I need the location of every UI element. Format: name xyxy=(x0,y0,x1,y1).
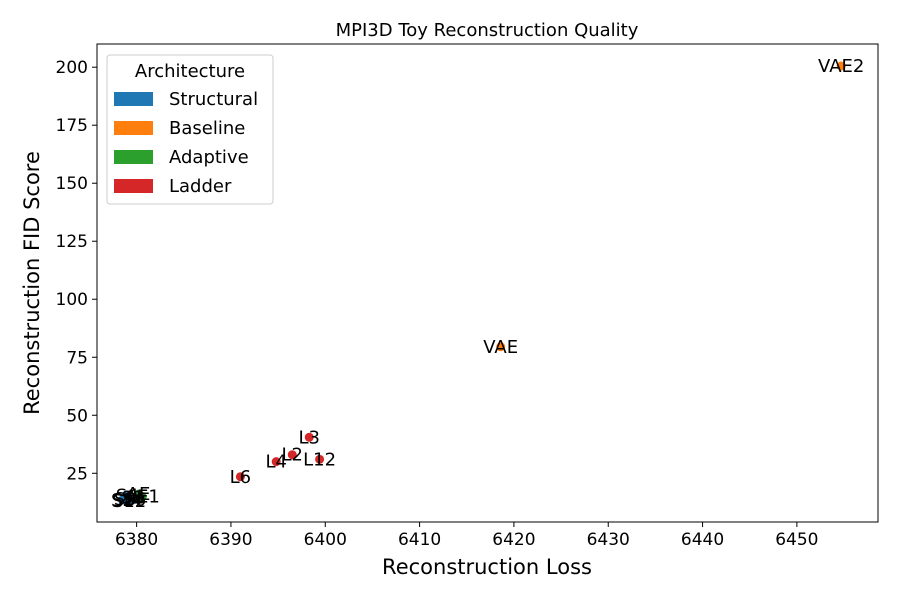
point-label: S3 xyxy=(114,489,137,510)
y-tick-label: 75 xyxy=(66,348,88,368)
legend-swatch xyxy=(114,150,153,164)
x-tick-label: 6410 xyxy=(398,530,441,550)
point-label: L3 xyxy=(298,427,319,448)
point-label: VAE2 xyxy=(818,56,864,77)
x-tick-label: 6390 xyxy=(209,530,252,550)
legend: Architecture Structural Baseline Adaptive La… xyxy=(106,54,274,205)
x-tick-label: 6420 xyxy=(492,530,535,550)
y-tick-label: 25 xyxy=(66,464,88,484)
data-point xyxy=(130,494,140,504)
point-label: S2 xyxy=(111,490,134,511)
x-tick-label: 6450 xyxy=(775,530,818,550)
legend-swatch xyxy=(114,179,153,193)
legend-entry-label: Structural xyxy=(169,89,258,110)
y-axis: 25 50 75 100 125 150 175 200 xyxy=(56,58,97,484)
legend-entry-label: Baseline xyxy=(169,118,245,139)
y-axis-label: Reconstruction FID Score xyxy=(20,151,44,415)
legend-entry-label: Ladder xyxy=(169,176,232,197)
legend-swatch xyxy=(114,92,153,106)
point-label: S12 xyxy=(112,491,146,512)
y-tick-label: 150 xyxy=(56,174,88,194)
point-label: L12 xyxy=(303,449,336,470)
point-label: L6 xyxy=(230,467,251,488)
x-tick-label: 6380 xyxy=(115,530,158,550)
data-point xyxy=(271,457,281,467)
legend-entry-label: Adaptive xyxy=(169,147,249,168)
chart-title: MPI3D Toy Reconstruction Quality xyxy=(336,20,639,41)
point-label: VAE xyxy=(483,337,518,358)
point-label: S6 xyxy=(123,489,146,510)
x-axis-label: Reconstruction Loss xyxy=(382,555,592,579)
data-point xyxy=(304,432,314,442)
point-label: S1 xyxy=(121,488,144,509)
y-tick-label: 50 xyxy=(66,406,88,426)
plot-frame xyxy=(96,43,879,523)
point-label: AE xyxy=(127,484,151,505)
data-point xyxy=(122,490,132,500)
x-axis: 6380 6390 6400 6410 6420 6430 6440 6450 xyxy=(115,522,819,550)
y-tick-label: 100 xyxy=(56,290,88,310)
x-tick-label: 6430 xyxy=(587,530,630,550)
y-tick-label: 125 xyxy=(56,232,88,252)
y-tick-label: 175 xyxy=(56,116,88,136)
y-tick-label: 200 xyxy=(56,58,88,78)
x-tick-label: 6400 xyxy=(304,530,347,550)
point-label: AE1 xyxy=(125,486,160,507)
x-tick-label: 6440 xyxy=(681,530,724,550)
point-label: S4 xyxy=(116,485,139,506)
data-point xyxy=(836,61,846,71)
point-label: L4 xyxy=(265,452,286,473)
data-point xyxy=(496,342,506,352)
data-point xyxy=(315,454,325,464)
legend-title: Architecture xyxy=(135,61,245,82)
legend-swatch xyxy=(114,121,153,135)
data-point xyxy=(235,472,245,482)
point-label: L2 xyxy=(282,445,303,466)
data-point xyxy=(287,450,297,460)
